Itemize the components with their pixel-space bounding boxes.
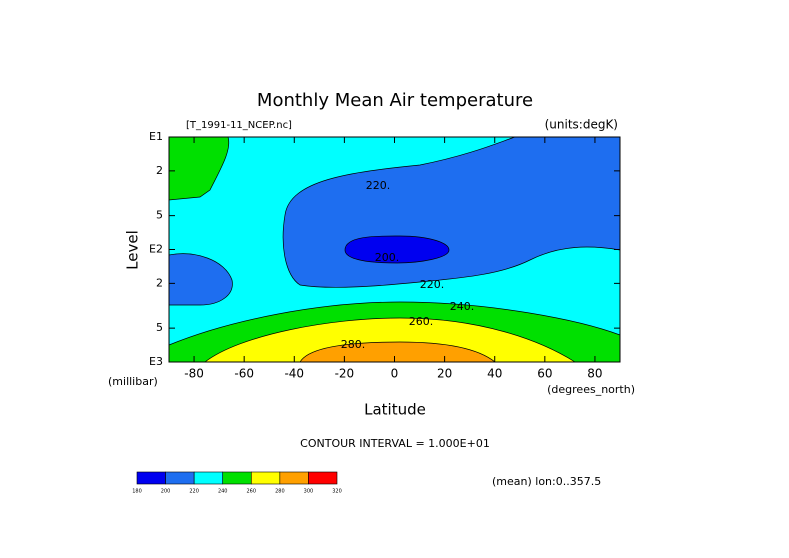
- colorbar-label: 220: [189, 489, 199, 495]
- colorbar-label: 280: [275, 489, 285, 495]
- x-tick-label: -80: [184, 367, 204, 381]
- colorbar-swatch: [136, 471, 166, 485]
- colorbar-label: 260: [247, 489, 257, 495]
- colorbar-label: 320: [332, 489, 342, 495]
- x-tick-label: -20: [335, 367, 355, 381]
- x-tick-label: -60: [234, 367, 254, 381]
- y-tick-label: E3: [149, 355, 163, 368]
- y-axis-label: Level: [124, 230, 142, 270]
- x-tick-label: 40: [487, 367, 502, 381]
- contour-label: 240.: [450, 300, 475, 313]
- contour-label: 220.: [420, 278, 445, 291]
- colorbar-label: 240: [218, 489, 228, 495]
- contour-fill: [168, 136, 230, 201]
- x-tick-label: 20: [437, 367, 452, 381]
- x-tick-label: -40: [284, 367, 304, 381]
- contour-label: 200.: [375, 251, 400, 264]
- x-tick-label: 0: [391, 367, 399, 381]
- y-tick-label: 2: [156, 276, 163, 289]
- x-tick-label: 60: [537, 367, 552, 381]
- y-tick-label: 5: [156, 321, 163, 334]
- y-tick-label: E2: [149, 243, 163, 256]
- colorbar-label: 180: [132, 489, 142, 495]
- contour-fill: [299, 341, 496, 363]
- colorbar-swatch: [165, 471, 195, 485]
- colorbar-swatch: [193, 471, 224, 485]
- y-unit: (millibar): [108, 375, 158, 388]
- colorbar-swatch: [308, 471, 338, 485]
- x-unit: (degrees_north): [547, 383, 635, 396]
- contour-fill: [344, 235, 450, 264]
- colorbar-swatch: [222, 471, 252, 485]
- chart-title: Monthly Mean Air temperature: [257, 90, 533, 111]
- colorbar-label: 300: [304, 489, 314, 495]
- contour-fill: [203, 317, 577, 363]
- contour-label: 260.: [409, 315, 434, 328]
- x-tick-label: 80: [587, 367, 602, 381]
- x-axis-label: Latitude: [364, 401, 426, 419]
- note: (mean) lon:0..357.5: [492, 475, 601, 488]
- y-tick-label: 2: [156, 164, 163, 177]
- y-tick-label: 5: [156, 209, 163, 222]
- y-tick-label: E1: [149, 130, 163, 143]
- colorbar-label: 200: [161, 489, 171, 495]
- subtitle-left: [T_1991-11_NCEP.nc]: [186, 120, 292, 131]
- colorbar-swatch: [279, 471, 309, 485]
- colorbar-swatch: [250, 471, 281, 485]
- contour-label: 220.: [366, 179, 391, 192]
- contour-interval: CONTOUR INTERVAL = 1.000E+01: [300, 437, 490, 450]
- subtitle-right: (units:degK): [545, 118, 618, 132]
- contour-fill: [168, 253, 233, 306]
- contour-label: 280.: [341, 338, 366, 351]
